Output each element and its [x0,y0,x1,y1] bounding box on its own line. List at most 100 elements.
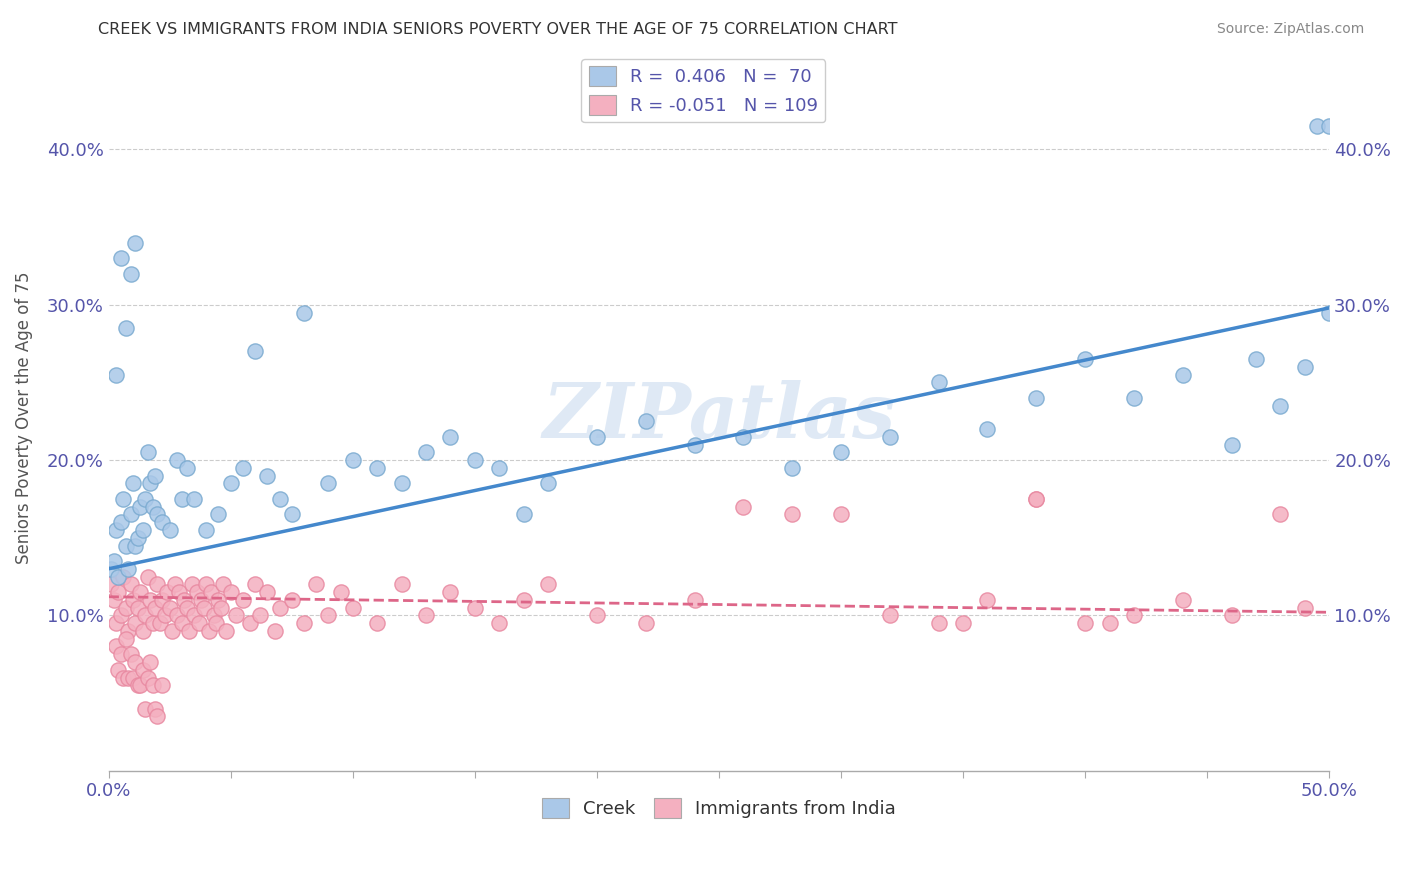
Point [879,608,901,623]
Point [114,600,136,615]
Point [733,500,755,514]
Point [1317,119,1340,133]
Point [110,251,132,265]
Point [193,600,215,615]
Point [122,671,145,685]
Point [166,608,188,623]
Point [190,592,212,607]
Point [117,562,139,576]
Point [124,616,146,631]
Point [104,640,127,654]
Point [139,476,162,491]
Point [127,531,149,545]
Point [114,321,136,335]
Point [173,592,195,607]
Point [366,616,388,631]
Point [733,430,755,444]
Point [104,368,127,382]
Point [342,453,364,467]
Point [180,577,202,591]
Point [170,616,193,631]
Point [139,592,162,607]
Point [683,592,706,607]
Point [512,592,534,607]
Point [143,468,166,483]
Point [537,476,560,491]
Point [188,616,211,631]
Point [195,577,218,591]
Point [269,600,291,615]
Point [146,577,169,591]
Point [166,453,188,467]
Point [209,600,232,615]
Point [537,577,560,591]
Point [928,616,950,631]
Point [683,437,706,451]
Point [1123,608,1146,623]
Point [1098,616,1121,631]
Point [170,491,193,506]
Point [952,616,974,631]
Point [124,539,146,553]
Point [103,554,125,568]
Point [879,430,901,444]
Point [156,585,179,599]
Point [112,491,135,506]
Point [159,523,181,537]
Point [305,577,328,591]
Point [439,430,461,444]
Text: Source: ZipAtlas.com: Source: ZipAtlas.com [1216,22,1364,37]
Point [134,491,156,506]
Point [1074,352,1097,367]
Point [830,445,852,459]
Point [200,585,222,599]
Legend: Creek, Immigrants from India: Creek, Immigrants from India [534,791,903,825]
Point [780,508,803,522]
Point [243,344,266,359]
Point [139,655,162,669]
Point [976,422,998,436]
Point [1123,391,1146,405]
Point [142,500,165,514]
Point [146,508,169,522]
Point [134,701,156,715]
Point [232,592,254,607]
Point [104,523,127,537]
Point [127,678,149,692]
Point [120,267,142,281]
Point [122,592,145,607]
Point [215,624,238,638]
Point [179,624,201,638]
Point [976,592,998,607]
Point [176,460,198,475]
Point [202,608,225,623]
Point [488,460,510,475]
Point [269,491,291,506]
Point [114,632,136,646]
Point [1294,359,1316,374]
Point [634,414,657,428]
Point [100,577,122,591]
Point [207,508,229,522]
Point [830,508,852,522]
Point [1220,437,1243,451]
Point [153,608,176,623]
Point [197,624,219,638]
Point [207,592,229,607]
Point [256,468,278,483]
Point [928,376,950,390]
Point [104,616,127,631]
Point [186,585,208,599]
Point [107,569,129,583]
Point [114,539,136,553]
Point [488,616,510,631]
Point [1220,608,1243,623]
Point [150,592,173,607]
Point [120,647,142,661]
Point [318,608,340,623]
Point [159,600,181,615]
Point [1317,305,1340,319]
Point [103,592,125,607]
Point [439,585,461,599]
Point [1025,491,1047,506]
